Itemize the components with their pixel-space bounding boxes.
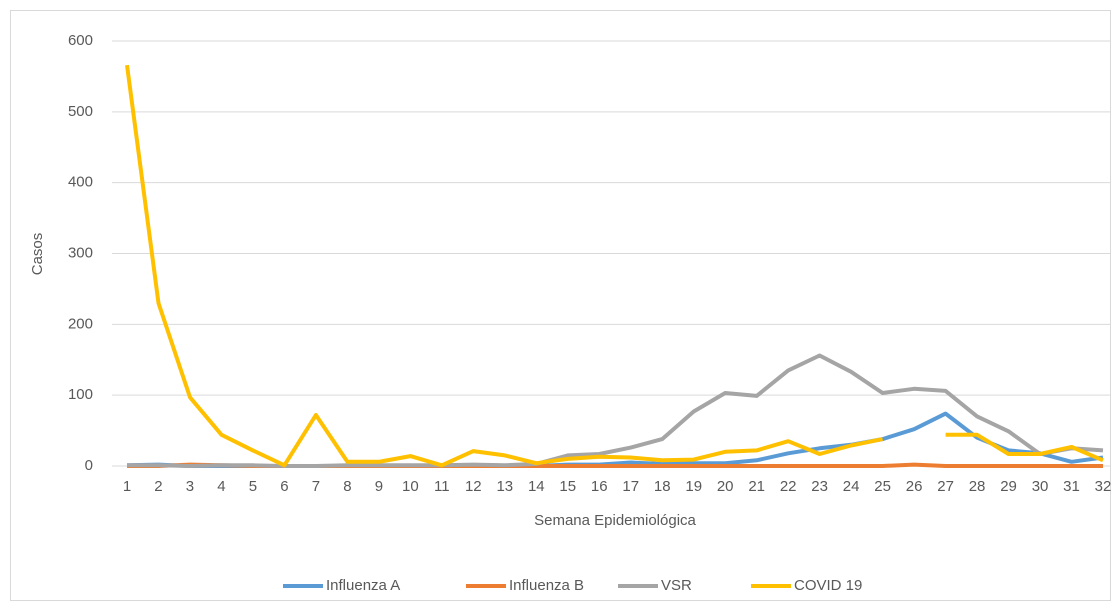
x-tick-label: 18 <box>654 478 671 495</box>
x-tick-label: 24 <box>843 478 860 495</box>
y-tick-label: 400 <box>68 174 93 191</box>
x-tick-label: 1 <box>123 478 131 495</box>
x-tick-label: 3 <box>186 478 194 495</box>
x-tick-label: 19 <box>685 478 702 495</box>
x-tick-label: 23 <box>811 478 828 495</box>
y-tick-label: 0 <box>85 457 93 474</box>
x-tick-label: 11 <box>434 478 450 495</box>
x-tick-label: 26 <box>906 478 923 495</box>
x-tick-label: 22 <box>780 478 797 495</box>
x-tick-label: 29 <box>1000 478 1017 495</box>
x-axis-title: Semana Epidemiológica <box>534 512 696 529</box>
y-tick-label: 100 <box>68 386 93 403</box>
x-tick-label: 10 <box>402 478 419 495</box>
x-tick-label: 14 <box>528 478 545 495</box>
x-tick-label: 15 <box>559 478 576 495</box>
series-line <box>127 353 1104 468</box>
chart-frame <box>10 10 1111 601</box>
x-tick-label: 32 <box>1095 478 1112 495</box>
y-axis-title: Casos <box>29 233 46 276</box>
y-tick-label: 600 <box>68 32 93 49</box>
legend-label: COVID 19 <box>794 577 862 594</box>
x-tick-label: 20 <box>717 478 734 495</box>
y-tick-label: 500 <box>68 103 93 120</box>
x-tick-label: 30 <box>1032 478 1049 495</box>
x-tick-label: 6 <box>280 478 288 495</box>
x-tick-label: 16 <box>591 478 608 495</box>
x-tick-label: 12 <box>465 478 482 495</box>
series-line <box>125 64 1104 468</box>
x-tick-label: 31 <box>1063 478 1080 495</box>
x-tick-label: 2 <box>154 478 162 495</box>
x-tick-label: 9 <box>375 478 383 495</box>
x-tick-label: 7 <box>312 478 320 495</box>
x-tick-label: 4 <box>217 478 225 495</box>
x-tick-label: 17 <box>622 478 639 495</box>
x-tick-label: 5 <box>249 478 257 495</box>
y-tick-label: 300 <box>68 244 93 261</box>
x-tick-label: 28 <box>969 478 986 495</box>
x-tick-label: 27 <box>937 478 954 495</box>
legend-label: Influenza A <box>326 577 400 594</box>
legend-label: Influenza B <box>509 577 584 594</box>
legend-label: VSR <box>661 577 692 594</box>
x-tick-label: 21 <box>748 478 765 495</box>
x-tick-label: 8 <box>343 478 351 495</box>
y-tick-label: 200 <box>68 315 93 332</box>
x-tick-label: 25 <box>874 478 891 495</box>
x-tick-label: 13 <box>496 478 513 495</box>
